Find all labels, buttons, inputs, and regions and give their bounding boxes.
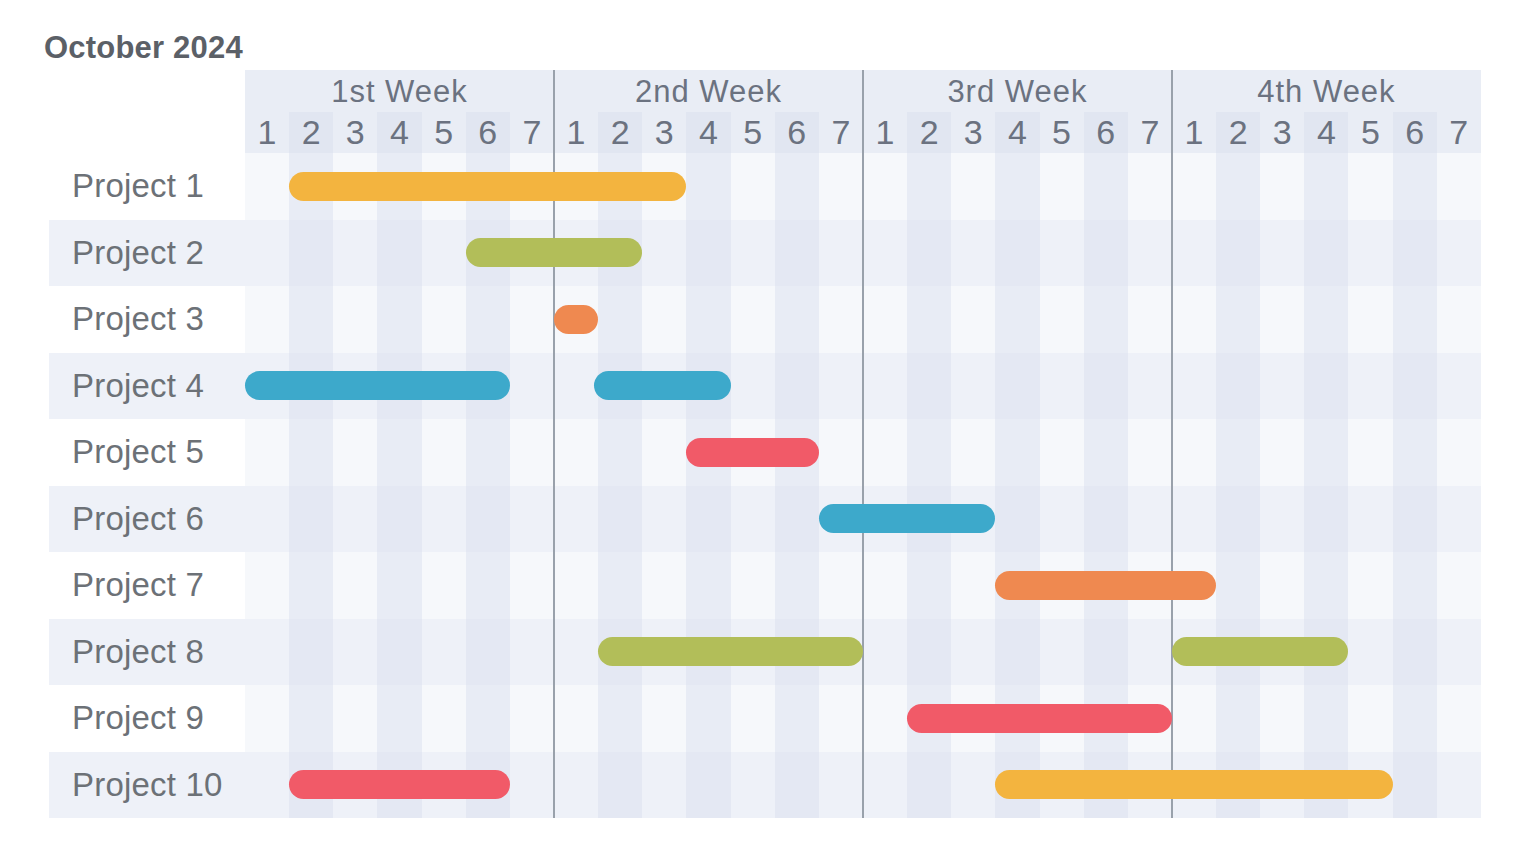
day-column-stripe	[1393, 112, 1437, 818]
gantt-bar-project-6-seg-1	[819, 504, 996, 533]
day-number: 2	[598, 113, 642, 151]
gantt-bar-project-7-seg-1	[995, 571, 1216, 600]
gantt-bar-project-4-seg-2	[594, 371, 731, 400]
day-number: 2	[289, 113, 333, 151]
week-label: 4th Week	[1172, 72, 1481, 112]
day-number: 6	[775, 113, 819, 151]
day-number: 4	[377, 113, 421, 151]
day-column-stripe	[1216, 112, 1260, 818]
gantt-bar-project-1-seg-1	[289, 172, 686, 201]
day-number: 3	[951, 113, 995, 151]
row-label-project-9: Project 9	[72, 685, 247, 752]
chart-grid: 1st Week2nd Week3rd Week4th Week12345671…	[0, 0, 1536, 847]
day-column-stripe	[466, 112, 510, 818]
week-label: 1st Week	[245, 72, 554, 112]
day-column-stripe	[598, 112, 642, 818]
row-label-project-3: Project 3	[72, 286, 247, 353]
day-number: 6	[1393, 113, 1437, 151]
row-label-project-4: Project 4	[72, 353, 247, 420]
day-number: 4	[1304, 113, 1348, 151]
day-number: 7	[1128, 113, 1172, 151]
gantt-bar-project-3-seg-1	[554, 305, 598, 334]
day-number: 7	[510, 113, 554, 151]
day-number: 6	[466, 113, 510, 151]
gantt-bar-project-5-seg-1	[686, 438, 818, 467]
day-number: 7	[1437, 113, 1481, 151]
gantt-bar-project-4-seg-1	[245, 371, 510, 400]
day-number: 2	[907, 113, 951, 151]
day-number: 5	[1349, 113, 1393, 151]
day-number: 3	[642, 113, 686, 151]
gantt-chart: October 2024 1st Week2nd Week3rd Week4th…	[0, 0, 1536, 847]
day-number: 5	[731, 113, 775, 151]
day-column-stripe	[289, 112, 333, 818]
day-number: 4	[686, 113, 730, 151]
day-number: 3	[333, 113, 377, 151]
day-number: 3	[1260, 113, 1304, 151]
day-number: 1	[554, 113, 598, 151]
day-number: 7	[819, 113, 863, 151]
gantt-bar-project-9-seg-1	[907, 704, 1172, 733]
day-number: 1	[245, 113, 289, 151]
row-label-project-6: Project 6	[72, 486, 247, 553]
day-number: 4	[995, 113, 1039, 151]
gantt-bar-project-10-seg-2	[995, 770, 1392, 799]
row-label-project-10: Project 10	[72, 752, 247, 819]
row-label-project-8: Project 8	[72, 619, 247, 686]
gantt-bar-project-10-seg-1	[289, 770, 510, 799]
week-separator-line	[862, 70, 864, 818]
gantt-bar-project-8-seg-1	[598, 637, 863, 666]
row-label-project-7: Project 7	[72, 552, 247, 619]
day-number: 2	[1216, 113, 1260, 151]
row-band	[49, 220, 1481, 287]
row-label-project-1: Project 1	[72, 153, 247, 220]
row-label-project-5: Project 5	[72, 419, 247, 486]
week-label: 3rd Week	[863, 72, 1172, 112]
week-label: 2nd Week	[554, 72, 863, 112]
day-number: 1	[1172, 113, 1216, 151]
day-column-stripe	[377, 112, 421, 818]
gantt-bar-project-8-seg-2	[1172, 637, 1349, 666]
row-band	[49, 486, 1481, 553]
day-number: 1	[863, 113, 907, 151]
row-label-project-2: Project 2	[72, 220, 247, 287]
day-number: 5	[1040, 113, 1084, 151]
gantt-bar-project-2-seg-1	[466, 238, 643, 267]
day-column-stripe	[1304, 112, 1348, 818]
day-number: 5	[422, 113, 466, 151]
week-separator-line	[1171, 70, 1173, 818]
day-number: 6	[1084, 113, 1128, 151]
